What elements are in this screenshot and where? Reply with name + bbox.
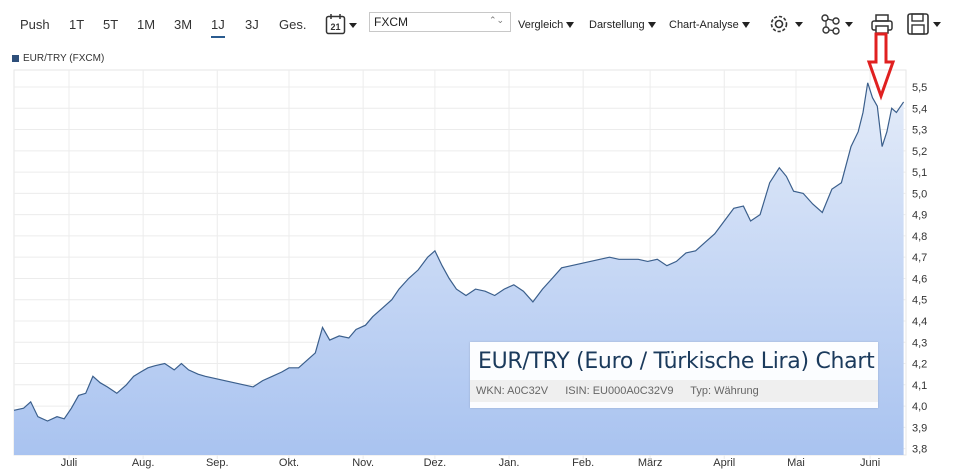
y-tick-label: 4,3 [912, 337, 927, 349]
x-tick-label: Sep. [206, 457, 229, 469]
menu-chart-analyse-label: Chart-Analyse [669, 19, 739, 31]
y-tick-label: 4,9 [912, 210, 927, 222]
x-tick-label: März [638, 457, 662, 469]
menu-vergleich[interactable]: Vergleich [518, 19, 575, 31]
y-tick-label: 5,0 [912, 188, 927, 200]
chart-legend: EUR/TRY (FXCM) [12, 53, 104, 64]
y-tick-label: 5,1 [912, 167, 927, 179]
isin-label: ISIN: EU000A0C32V9 [565, 385, 674, 397]
x-tick-label: Juni [860, 457, 880, 469]
chevron-updown-icon[interactable]: ⌃⌄ [489, 15, 505, 25]
x-tick-label: Jan. [499, 457, 520, 469]
y-tick-label: 5,3 [912, 125, 927, 137]
instrument-details: WKN: A0C32V ISIN: EU000A0C32V9 Typ: Währ… [470, 380, 878, 402]
save-icon[interactable] [906, 12, 946, 41]
x-tick-label: Feb. [572, 457, 594, 469]
typ-label: Typ: Währung [690, 385, 759, 397]
instrument-title: EUR/TRY (Euro / Türkische Lira) Chart [478, 349, 875, 374]
y-tick-label: 4,8 [912, 231, 927, 243]
range-1j[interactable]: 1J [211, 17, 225, 38]
range-1t[interactable]: 1T [69, 17, 85, 32]
range-5t[interactable]: 5T [103, 17, 119, 32]
y-tick-label: 5,2 [912, 146, 927, 158]
instrument-infobox: EUR/TRY (Euro / Türkische Lira) Chart WK… [470, 342, 878, 408]
red-arrow-shape [866, 32, 896, 101]
y-tick-label: 4,4 [912, 316, 927, 328]
down-arrow-annotation [866, 32, 896, 101]
y-tick-label: 4,5 [912, 295, 927, 307]
range-1m[interactable]: 1M [137, 17, 156, 32]
gear-icon[interactable] [768, 12, 808, 41]
legend-swatch [12, 54, 19, 62]
toolbar: Push 1T 5T 1M 3M 1J 3J Ges. 21 ⌃⌄ Vergle… [0, 0, 956, 46]
calendar-day: 21 [330, 22, 340, 32]
menu-darstellung[interactable]: Darstellung [589, 19, 656, 31]
y-tick-label: 3,8 [912, 444, 927, 456]
x-tick-label: Okt. [279, 457, 299, 469]
y-tick-label: 3,9 [912, 422, 927, 434]
x-tick-label: Juli [61, 457, 78, 469]
y-tick-label: 4,0 [912, 401, 927, 413]
caret-down-icon [647, 22, 656, 29]
legend-label: EUR/TRY (FXCM) [23, 53, 105, 64]
menu-darstellung-label: Darstellung [589, 19, 645, 31]
caret-down-icon [566, 22, 575, 29]
calendar-icon[interactable]: 21 [325, 13, 359, 40]
x-tick-label: Dez. [424, 457, 447, 469]
y-tick-label: 4,2 [912, 359, 927, 371]
y-tick-label: 5,5 [912, 82, 927, 94]
print-icon[interactable] [870, 12, 894, 41]
x-tick-label: Nov. [352, 457, 374, 469]
y-tick-label: 4,7 [912, 252, 927, 264]
y-tick-label: 4,6 [912, 273, 927, 285]
x-tick-label: Mai [787, 457, 805, 469]
y-tick-label: 5,4 [912, 103, 927, 115]
range-ges[interactable]: Ges. [279, 17, 307, 32]
wkn-label: WKN: A0C32V [476, 385, 549, 397]
menu-chart-analyse[interactable]: Chart-Analyse [669, 19, 750, 31]
caret-down-icon [741, 22, 750, 29]
menu-vergleich-label: Vergleich [518, 19, 564, 31]
exchange-select[interactable] [369, 12, 511, 32]
price-line [13, 82, 905, 422]
network-icon[interactable] [818, 12, 858, 41]
range-3j[interactable]: 3J [245, 17, 259, 32]
range-push[interactable]: Push [20, 17, 50, 32]
x-tick-label: Aug. [132, 457, 155, 469]
x-tick-label: April [713, 457, 735, 469]
y-tick-label: 4,1 [912, 380, 927, 392]
range-3m[interactable]: 3M [174, 17, 193, 32]
